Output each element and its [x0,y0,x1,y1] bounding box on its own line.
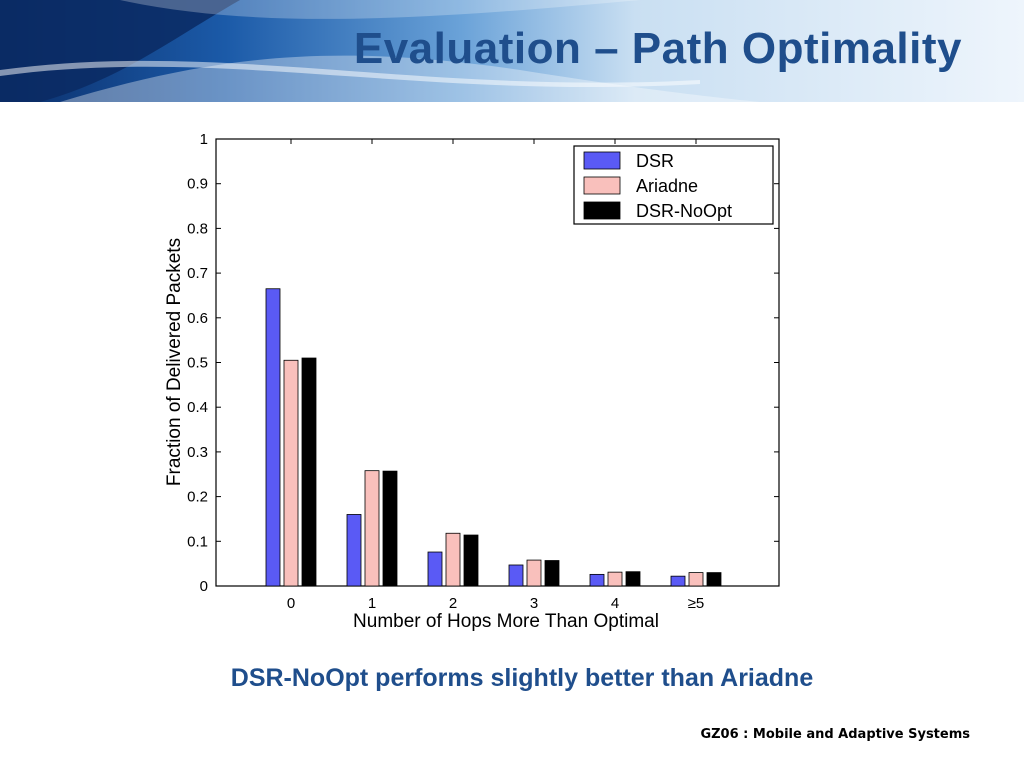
x-tick-label: 2 [449,595,457,612]
bar-dsr-noopt-1 [382,470,398,587]
bar-dsr-noopt-5 [706,572,722,587]
legend-swatch-dsr [583,151,621,170]
bar-ariadne-5 [688,572,704,587]
bar-dsr-noopt-3 [544,560,560,587]
y-tick-label: 0.8 [187,220,208,237]
x-tick-label: 0 [287,595,295,612]
bar-dsr-noopt-0 [301,357,317,587]
y-tick-label: 0.3 [187,444,208,461]
slide-title: Evaluation – Path Optimality [353,24,962,73]
slide-header: Evaluation – Path Optimality [0,0,1024,102]
bar-ariadne-0 [283,359,299,587]
bar-series [265,288,722,587]
y-tick-label: 0.6 [187,310,208,327]
y-tick-label: 0.1 [187,533,208,550]
bar-ariadne-2 [445,532,461,587]
bar-ariadne-1 [364,470,380,587]
x-axis-label: Number of Hops More Than Optimal [353,611,659,632]
header-swoosh-decoration [0,0,760,102]
legend-swatch-dsr-noopt [583,201,621,220]
bar-dsr-noopt-2 [463,534,479,587]
bar-dsr-3 [508,564,524,587]
x-tick-label: 1 [368,595,376,612]
y-tick-label: 0.7 [187,265,208,282]
legend-label-dsr-noopt: DSR-NoOpt [636,201,732,221]
y-tick-label: 1 [200,131,208,148]
y-tick-label: 0.4 [187,399,208,416]
slide-footer: GZ06 : Mobile and Adaptive Systems [700,727,970,742]
bar-chart: 0 0.1 0.2 0.3 0.4 0.5 0.6 0.7 0.8 0.9 1 0 1 2 3 4 ≥5 Nu… [164,131,780,632]
bar-ariadne-3 [526,559,542,587]
legend-swatch-ariadne [583,176,621,195]
x-tick-label: 4 [611,595,619,612]
slide-caption: DSR-NoOpt performs slightly better than … [230,664,814,692]
y-tick-label: 0.9 [187,176,208,193]
y-tick-label: 0 [200,578,208,595]
bar-dsr-2 [427,551,443,587]
bar-dsr-0 [265,288,281,587]
legend-label-ariadne: Ariadne [636,176,698,196]
y-axis: 0 0.1 0.2 0.3 0.4 0.5 0.6 0.7 0.8 0.9 1 [187,131,779,595]
y-tick-label: 0.2 [187,489,208,506]
x-tick-label: 3 [530,595,538,612]
bar-dsr-4 [589,573,605,587]
bar-ariadne-4 [607,571,623,587]
legend: DSR Ariadne DSR-NoOpt [573,145,774,225]
bar-dsr-1 [346,514,362,587]
bar-dsr-noopt-4 [625,571,641,587]
y-axis-label: Fraction of Delivered Packets [164,238,185,486]
x-tick-label: ≥5 [688,595,705,612]
bar-dsr-5 [670,575,686,587]
legend-label-dsr: DSR [636,151,674,171]
y-tick-label: 0.5 [187,355,208,372]
